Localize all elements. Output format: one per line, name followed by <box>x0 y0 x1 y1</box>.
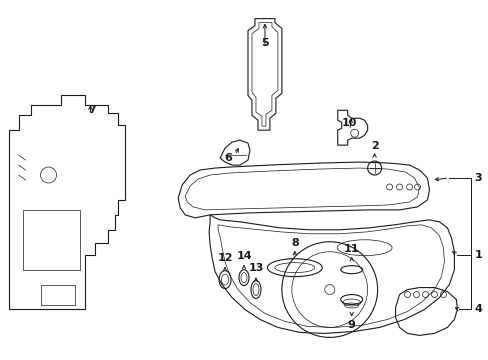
Text: 6: 6 <box>224 153 231 163</box>
Text: 14: 14 <box>236 251 251 261</box>
Text: 4: 4 <box>473 305 481 315</box>
Text: 5: 5 <box>261 37 268 48</box>
Text: 12: 12 <box>217 253 232 263</box>
Text: 11: 11 <box>343 244 359 254</box>
Text: 9: 9 <box>347 320 355 330</box>
Text: 3: 3 <box>473 173 481 183</box>
Text: 2: 2 <box>370 141 378 151</box>
Text: 13: 13 <box>248 263 263 273</box>
Text: 1: 1 <box>473 250 481 260</box>
Text: 10: 10 <box>341 118 357 128</box>
Text: 7: 7 <box>88 105 96 115</box>
Text: 8: 8 <box>290 238 298 248</box>
